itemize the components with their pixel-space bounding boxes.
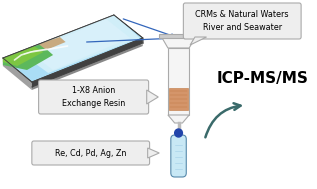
- Polygon shape: [114, 15, 143, 46]
- Polygon shape: [147, 90, 158, 104]
- FancyBboxPatch shape: [171, 135, 186, 177]
- Polygon shape: [159, 34, 198, 38]
- Polygon shape: [32, 38, 143, 90]
- Polygon shape: [19, 15, 140, 73]
- Polygon shape: [32, 38, 143, 87]
- FancyBboxPatch shape: [39, 80, 149, 114]
- Polygon shape: [29, 19, 130, 70]
- FancyBboxPatch shape: [183, 3, 301, 39]
- Circle shape: [175, 129, 182, 137]
- Text: ICP-MS/MS: ICP-MS/MS: [217, 70, 308, 85]
- Polygon shape: [3, 44, 53, 70]
- FancyBboxPatch shape: [169, 88, 188, 110]
- Polygon shape: [190, 37, 207, 45]
- Text: 1-X8 Anion
Exchange Resin: 1-X8 Anion Exchange Resin: [62, 86, 125, 108]
- FancyBboxPatch shape: [32, 141, 150, 165]
- Polygon shape: [39, 37, 66, 50]
- Polygon shape: [162, 38, 195, 48]
- Polygon shape: [168, 115, 189, 123]
- Polygon shape: [3, 58, 32, 90]
- Text: CRMs & Natural Waters
River and Seawater: CRMs & Natural Waters River and Seawater: [196, 10, 289, 32]
- FancyBboxPatch shape: [168, 48, 189, 115]
- Polygon shape: [3, 46, 43, 66]
- Polygon shape: [148, 148, 159, 158]
- Polygon shape: [3, 15, 143, 82]
- Text: Re, Cd, Pd, Ag, Zn: Re, Cd, Pd, Ag, Zn: [55, 149, 126, 157]
